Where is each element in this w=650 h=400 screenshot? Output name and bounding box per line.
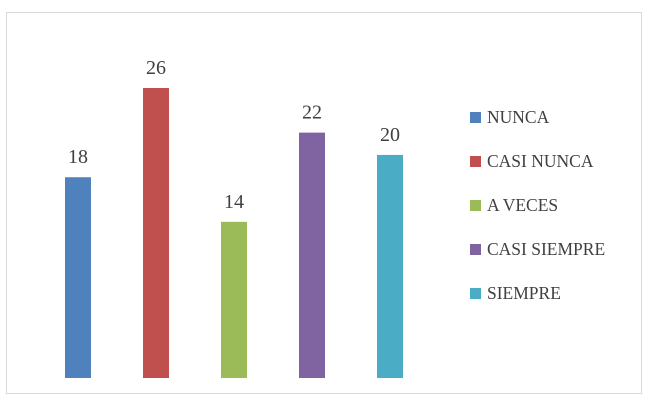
legend-item-casi-nunca: CASI NUNCA xyxy=(470,150,605,172)
bar-nunca xyxy=(65,177,91,378)
bar-a-veces xyxy=(221,221,247,378)
legend-item-a-veces: A VECES xyxy=(470,194,605,216)
legend-swatch xyxy=(470,287,481,299)
legend-label: CASI SIEMPRE xyxy=(487,238,606,259)
legend-label: SIEMPRE xyxy=(487,282,561,303)
legend-swatch xyxy=(470,155,481,167)
data-label-casi-siempre: 22 xyxy=(302,102,322,124)
bar-casi-siempre xyxy=(299,132,325,378)
legend-item-casi-siempre: CASI SIEMPRE xyxy=(470,238,605,260)
bar-casi-nunca xyxy=(143,88,169,378)
legend-item-nunca: NUNCA xyxy=(470,106,605,128)
data-label-siempre: 20 xyxy=(380,124,400,146)
data-label-casi-nunca: 26 xyxy=(146,57,166,79)
data-label-a-veces: 14 xyxy=(224,191,244,213)
chart-legend: NUNCA CASI NUNCA A VECES CASI SIEMPRE SIEMPR… xyxy=(470,106,605,326)
data-label-nunca: 18 xyxy=(68,146,88,168)
legend-label: NUNCA xyxy=(487,106,550,127)
legend-item-siempre: SIEMPRE xyxy=(470,282,605,304)
legend-label: CASI NUNCA xyxy=(487,150,594,171)
legend-swatch xyxy=(470,243,481,255)
legend-swatch xyxy=(470,199,481,211)
bar-siempre xyxy=(377,154,403,378)
legend-label: A VECES xyxy=(487,194,559,215)
legend-swatch xyxy=(470,111,481,123)
